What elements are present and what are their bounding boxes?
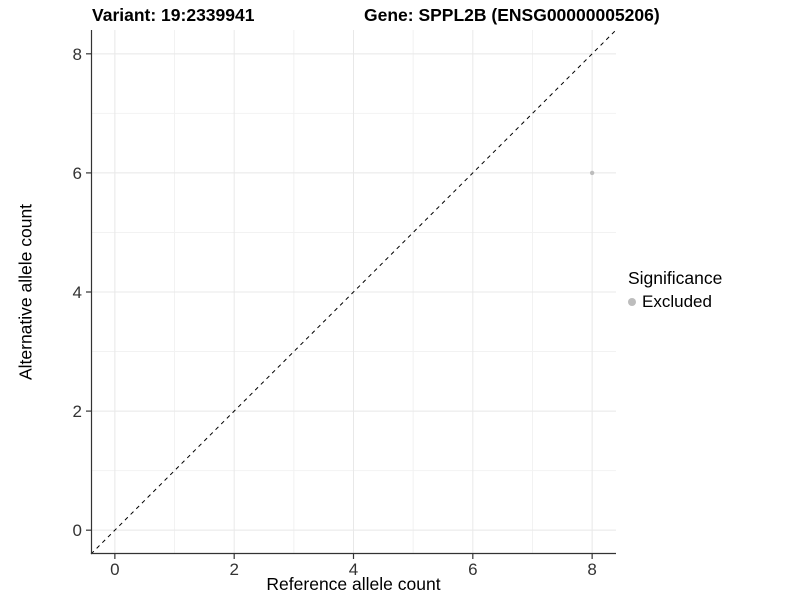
y-tick-label: 2 [73,402,82,421]
y-tick-label: 0 [73,521,82,540]
x-tick-label: 6 [468,560,477,579]
identity-line [90,29,617,555]
x-tick-label: 0 [110,560,119,579]
legend: Significance Excluded [628,268,722,312]
plot-title-gene: Gene: SPPL2B (ENSG00000005206) [364,5,660,25]
x-axis-title: Reference allele count [266,574,441,594]
x-tick-label: 4 [349,560,358,579]
y-tick-label: 4 [73,283,82,302]
y-tick-label: 6 [73,164,82,183]
y-axis-title: Alternative allele count [15,203,36,381]
legend-point-icon [628,298,636,306]
plot-title-variant: Variant: 19:2339941 [92,5,255,25]
legend-title: Significance [628,268,723,288]
legend-entry-excluded: Excluded [628,292,722,312]
x-tick-label: 8 [587,560,596,579]
y-tick-label: 8 [73,45,82,64]
data-point [589,170,595,176]
legend-entry-label: Excluded [642,292,712,311]
x-tick-label: 2 [229,560,238,579]
